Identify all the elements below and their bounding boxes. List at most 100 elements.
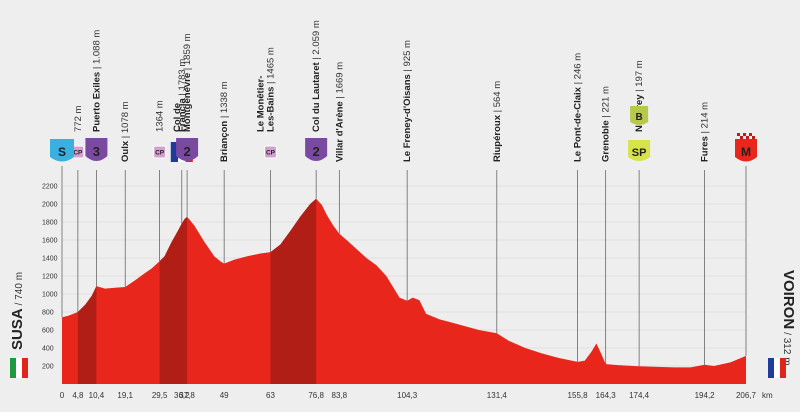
waypoint-label: Le Freney-d'Oisans | 925 m (402, 40, 413, 162)
waypoint-label: Grenoble | 221 m (601, 86, 612, 162)
waypoint-alt: | 2.059 m (311, 20, 322, 62)
waypoint-name-line: Col de (172, 103, 183, 132)
x-tick-label: 19,1 (117, 391, 133, 400)
sprint-shield (628, 140, 651, 161)
start-badge: S (50, 139, 74, 162)
waypoint-name: Grenoble | 221 m (601, 86, 612, 162)
finish-name: VOIRON / 312 m (780, 270, 797, 366)
finish-name-group: VOIRON / 312 m (780, 270, 797, 366)
waypoint-name: Riupéroux | 564 m (492, 81, 503, 162)
waypoint-alt: | 1.088 m (91, 30, 102, 72)
y-tick-label: 1400 (42, 256, 58, 263)
waypoint-alt: | 221 m (601, 86, 612, 120)
waypoint-label: Le Pont-de-Claix | 246 m (573, 53, 584, 162)
x-tick-label: 29,5 (152, 391, 168, 400)
kom-shield (305, 138, 328, 161)
flag-stripe (170, 142, 179, 162)
flag-stripe (22, 358, 28, 378)
waypoint-label: Puerto Exiles | 1.088 m (91, 30, 102, 132)
y-tick-label: 1000 (42, 292, 58, 299)
start-finish: S M SUSA / 740 m VOIRON / 312 m (9, 133, 797, 378)
kom-category: 2 (313, 144, 320, 159)
waypoint-lines (77, 170, 705, 367)
waypoint-name: Col deMontgenèvre | 1859 m (172, 33, 193, 132)
chequer-square (737, 133, 740, 136)
waypoint-label: Col du Lautaret | 2.059 m (311, 20, 322, 132)
y-tick-label: 400 (42, 346, 54, 353)
flag-stripe (780, 358, 786, 378)
checkpoint-shape (263, 145, 277, 159)
waypoint-name-line: Villar d'Arène (334, 101, 345, 162)
waypoint-label: Riupéroux | 564 m (492, 81, 503, 162)
waypoint-name-line: Fures (700, 136, 711, 162)
chequer-square (746, 136, 749, 139)
checkpoint-badge: CP (153, 145, 167, 159)
waypoint-alt: | 197 m (634, 60, 645, 94)
checkpoint-text: CP (73, 150, 83, 157)
waypoint-alt: | 1078 m (120, 101, 131, 141)
checkpoint-text: CP (155, 150, 165, 157)
italy-flag-icon (10, 358, 28, 378)
x-tick-label: 194,2 (695, 391, 716, 400)
waypoint-name-line: Le Freney-d'Oisans (402, 74, 413, 162)
x-tick-label: 49 (220, 391, 229, 400)
waypoint-name: Briançon | 1338 m (219, 81, 230, 162)
x-tick-label: 174,4 (629, 391, 650, 400)
kom-badge: 2 (305, 138, 328, 161)
start-name: SUSA / 740 m (9, 272, 26, 350)
climb-segment-3 (270, 198, 317, 384)
y-axis: 200 400 600 800 1000 1200 1400 1600 1800 2000 2200 (42, 184, 58, 371)
waypoint-name: Oulx | 1078 m (120, 101, 131, 162)
waypoint-name: Le Freney-d'Oisans | 925 m (402, 40, 413, 162)
x-tick-label: 37,8 (179, 391, 195, 400)
waypoint-alt: | 214 m (700, 102, 711, 136)
waypoint-label: Francia | 1783 m (177, 59, 188, 132)
waypoint-name-line: Col du Lautaret (311, 61, 322, 132)
waypoint-label: Oulx | 1078 m (120, 101, 131, 162)
waypoint-label: Le Monêtier-Les-Bains | 1465 m (255, 47, 276, 132)
x-tick-label: 164,3 (596, 391, 617, 400)
x-axis: 0 4,8 10,4 19,1 29,5 36,237,8 49 63 76,8 83,8 104,… (60, 391, 773, 400)
climb-segment-1 (77, 286, 97, 384)
finish-badge-text: M (741, 145, 751, 159)
start-city: SUSA (9, 308, 26, 350)
chequer-square (752, 136, 755, 139)
waypoint-name: Le Pont-de-Claix | 246 m (573, 53, 584, 162)
kom-badge: 2 (176, 138, 199, 161)
start-badge-text: S (58, 145, 66, 159)
waypoint-alt: 1364 m (155, 100, 166, 132)
flag-stripe (774, 358, 780, 378)
waypoint-alt: 772 m (73, 106, 84, 132)
flag-stripe (768, 358, 774, 378)
chequer-square (749, 133, 752, 136)
finish-badge: M (735, 133, 757, 162)
y-tick-label: 200 (42, 364, 54, 371)
waypoint-name: Francia | 1783 m (177, 59, 188, 132)
waypoint-name: Le Monêtier-Les-Bains | 1465 m (255, 47, 276, 132)
x-tick-label: 104,3 (397, 391, 418, 400)
checkpoint-badge: CP (71, 145, 85, 159)
checkpoint-badge: CP (263, 145, 277, 159)
y-tick-label: 1200 (42, 274, 58, 281)
waypoint-alt: | 1465 m (265, 47, 276, 87)
waypoint-name: 772 m (73, 106, 84, 132)
france-flag-icon (768, 358, 786, 378)
waypoint-name-line: Grenoble (601, 120, 612, 162)
sprint-badge: SP (628, 140, 651, 161)
y-tick-label: 1600 (42, 238, 58, 245)
waypoint-label: Briançon | 1338 m (219, 81, 230, 162)
finish-shield (735, 139, 757, 162)
bonus-badge: B (630, 106, 649, 125)
waypoint-name: 1364 m (155, 100, 166, 132)
waypoint-label: Fures | 214 m (700, 102, 711, 162)
flag-stripe (10, 358, 16, 378)
x-axis-unit: km (762, 391, 773, 400)
start-shield (50, 139, 74, 162)
waypoint-name-line: Le Pont-de-Claix (573, 86, 584, 162)
sprint-text: SP (632, 147, 647, 159)
waypoint-labels: 772 m Puerto Exiles | 1.088 m Oulx | 1078 … (73, 20, 711, 162)
waypoint-name: Col du Lautaret | 2.059 m (311, 20, 322, 132)
start-alt: / 740 m (14, 272, 25, 305)
waypoint-name-line: Francia (177, 97, 188, 132)
y-tick-label: 2000 (42, 202, 58, 209)
